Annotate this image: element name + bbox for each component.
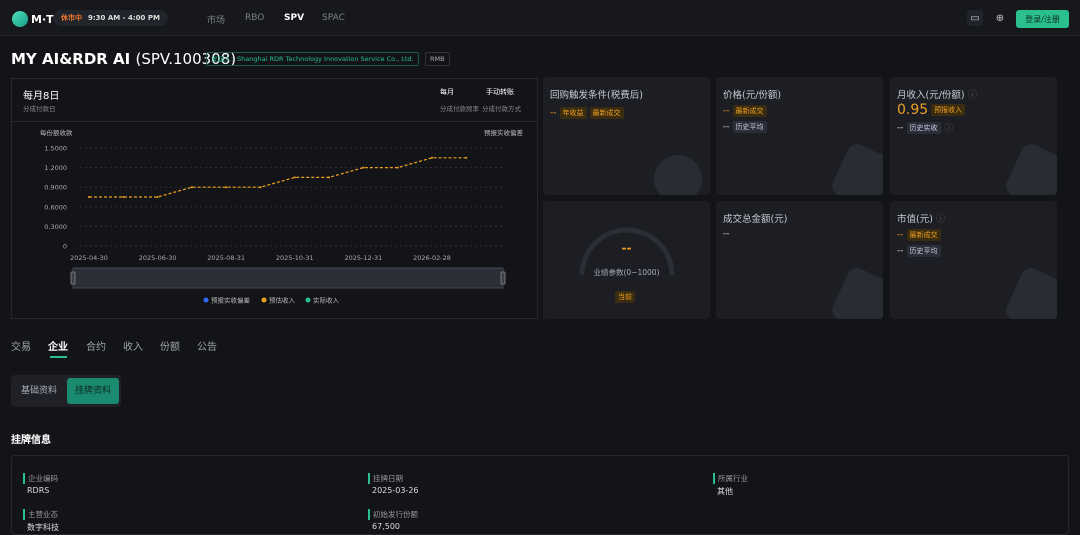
y-axis-label: 每份额收款 [40,128,73,137]
nav-spv[interactable]: SPV [284,13,305,23]
payday-label: 分成付款日 [23,105,56,113]
globe-icon[interactable]: ⊕ [995,12,1005,24]
card-gauge: -- 业绩参数(0~1000) 当前 [543,201,710,319]
data-point [122,196,125,198]
section-title: 挂牌信息 [11,435,51,446]
tab-trade[interactable]: 交易 [11,342,31,353]
data-point [328,176,331,179]
logo[interactable]: M·T [12,11,54,27]
series-line [89,157,467,198]
logo-icon [12,11,28,27]
card-mcap: 市值(元) ⓘ -- 最新成交 -- 历史平均 [890,201,1057,319]
nav-market[interactable]: 市场 [207,16,226,26]
login-button[interactable]: 登录/注册 [1016,10,1069,28]
x-tick-label: 2025-08-31 [207,254,245,262]
x-tick-label: 2025-06-30 [139,254,177,262]
x-tick-label: 2025-12-31 [345,254,383,262]
tab-income[interactable]: 收入 [123,342,143,353]
divider [12,121,537,122]
card-buyback: 回购触发条件(税费后) -- 年收益 最新成交 [543,77,710,195]
range-slider[interactable] [72,267,504,289]
top-bar [0,0,1080,36]
legend-marker [203,297,209,303]
data-point [431,156,433,159]
legend-label[interactable]: 预估收入 [269,296,296,305]
currency-badge: RMB [425,52,450,66]
data-point [156,196,159,198]
trading-hours: 9:30 AM - 4:00 PM [88,14,160,22]
tab-contract[interactable]: 合约 [86,342,106,353]
y-tick-label: 0.3000 [44,223,67,231]
income-chart[interactable]: 每份额收款 预报实收偏差00.30000.60000.90001.20001.50… [11,120,538,318]
data-point [225,186,228,189]
tag-icon [828,264,883,319]
x-tick-label: 2025-10-31 [276,254,314,262]
nav-rbo[interactable]: RBO [245,13,265,23]
method-label: 分成付款方式 [482,105,521,113]
card-price: 价格(元/份额) -- 最新成交 -- 历史平均 [716,77,883,195]
status-label: 休市中 [61,14,82,22]
legend-label[interactable]: 实际收入 [313,296,340,305]
income-value: 0.95 [897,102,929,118]
data-point [259,186,262,189]
freq-label: 分成付款频率 [440,105,479,113]
legend-label[interactable]: 预报实收偏差 [211,296,251,305]
gauge-arc [579,227,675,276]
tag-icon [1002,264,1057,319]
active-tab-indicator [50,356,67,358]
info-icon[interactable]: ⓘ [935,214,946,225]
slider-handle[interactable] [70,271,76,285]
data-point [396,166,399,169]
subtab-listing[interactable]: 挂牌资料 [67,378,120,404]
card-volume: 成交总金额(元) -- [716,201,883,319]
chart-toggle: 预报实收偏差 [484,128,524,137]
legend-marker [261,297,267,303]
market-status: 休市中 9:30 AM - 4:00 PM [53,10,168,26]
card-title: 回购触发条件(税费后) [550,90,643,101]
tag-icon [1002,140,1057,195]
info-icon[interactable]: ⓘ [944,124,954,134]
tab-company[interactable]: 企业 [48,342,68,353]
y-tick-label: 1.5000 [44,145,67,153]
slider-handle[interactable] [500,271,506,285]
y-tick-label: 0.9000 [44,184,67,192]
tag-icon [828,140,883,195]
listing-info: 企业编码 RDRS 挂牌日期 2025-03-26 所属行业 其他 主营业态 数… [11,455,1069,535]
subtab-switch: 基础资料 挂牌资料 [11,375,121,407]
method-value: 手动转账 [486,88,514,96]
issuer-badge: 发起人：Shanghai RDR Technology Innovation S… [206,52,419,66]
tab-announcements[interactable]: 公告 [197,342,217,353]
data-point [88,196,90,198]
book-icon[interactable]: ▭ [967,10,983,26]
freq-value: 每月 [440,88,454,96]
x-tick-label: 2025-04-30 [70,254,108,262]
nav-spac[interactable]: SPAC [322,13,345,23]
data-point [190,186,193,189]
y-tick-label: 1.2000 [44,164,67,172]
card-income: 月收入(元/份额) ⓘ 0.95 预报收入 -- 历史实收 ⓘ [890,77,1057,195]
info-icon[interactable]: ⓘ [967,90,978,101]
data-point [465,156,468,159]
page-title: MY AI&RDR AI (SPV.100308) [11,50,237,68]
tab-shares[interactable]: 份额 [160,342,180,353]
data-point [362,166,365,169]
pie-icon [654,155,702,195]
y-tick-label: 0 [63,243,67,251]
data-point [293,176,296,179]
payday-value: 每月8日 [23,91,60,102]
y-tick-label: 0.6000 [44,203,67,211]
subtab-basic[interactable]: 基础资料 [21,386,58,396]
x-tick-label: 2026-02-28 [413,254,451,262]
legend-marker [305,297,311,303]
